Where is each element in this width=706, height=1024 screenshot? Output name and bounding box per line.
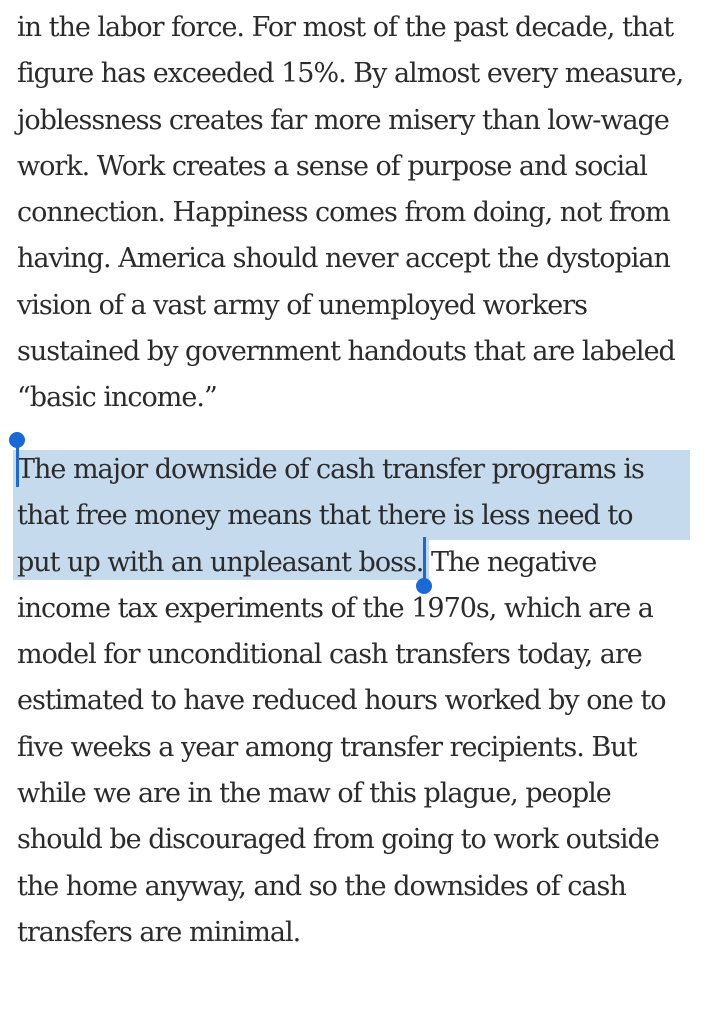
paragraph-1-line: “basic income.” <box>17 382 218 414</box>
paragraph-1-line: sustained by government handouts that ar… <box>17 336 676 368</box>
paragraph-2[interactable]: The major downside of cash transfer prog… <box>17 447 702 956</box>
paragraph-2-line: estimated to have reduced hours worked b… <box>17 685 667 717</box>
selection-highlight-line-2 <box>13 494 690 540</box>
selection-highlight-line-1 <box>13 450 690 494</box>
paragraph-2-line: transfers are minimal. <box>17 916 301 948</box>
selection-start-handle[interactable] <box>9 432 25 448</box>
paragraph-2-line: model for unconditional cash transfers t… <box>17 639 643 671</box>
paragraph-1-line: vision of a vast army of unemployed work… <box>17 289 588 321</box>
paragraph-1-line: figure has exceeded 15%. By almost every… <box>17 58 684 90</box>
paragraph-2-line-mixed: put up with an unpleasant boss. The nega… <box>17 540 702 586</box>
paragraph-1-line: having. America should never accept the … <box>17 243 671 275</box>
paragraph-2-line-rest: . The negative <box>415 546 598 578</box>
selected-text-line[interactable]: put up with an unpleasant boss <box>17 546 417 578</box>
paragraph-2-line: five weeks a year among transfer recipie… <box>17 731 637 763</box>
selection-end-handle-stem[interactable] <box>423 537 426 585</box>
selected-text-line[interactable]: The major downside of cash transfer prog… <box>17 454 645 485</box>
selection-highlight-line-3 <box>13 540 429 580</box>
paragraph-1-line: in the labor force. For most of the past… <box>17 12 674 43</box>
paragraph-1-line: connection. Happiness comes from doing, … <box>17 197 671 229</box>
paragraph-2-line: while we are in the maw of this plague, … <box>17 778 612 810</box>
paragraph-2-line: should be discouraged from going to work… <box>17 824 660 856</box>
selection-end-handle[interactable] <box>416 578 432 594</box>
paragraph-1-line: work. Work creates a sense of purpose an… <box>17 150 648 182</box>
paragraph-2-line: income tax experiments of the 1970s, whi… <box>17 592 654 624</box>
paragraph-2-line: the home anyway, and so the downsides of… <box>17 870 627 902</box>
paragraph-1-line: joblessness creates far more misery than… <box>17 104 670 136</box>
selection-start-handle-stem[interactable] <box>16 443 19 487</box>
paragraph-1: in the labor force. For most of the past… <box>17 5 702 422</box>
selected-text-line[interactable]: that free money means that there is less… <box>17 500 634 532</box>
